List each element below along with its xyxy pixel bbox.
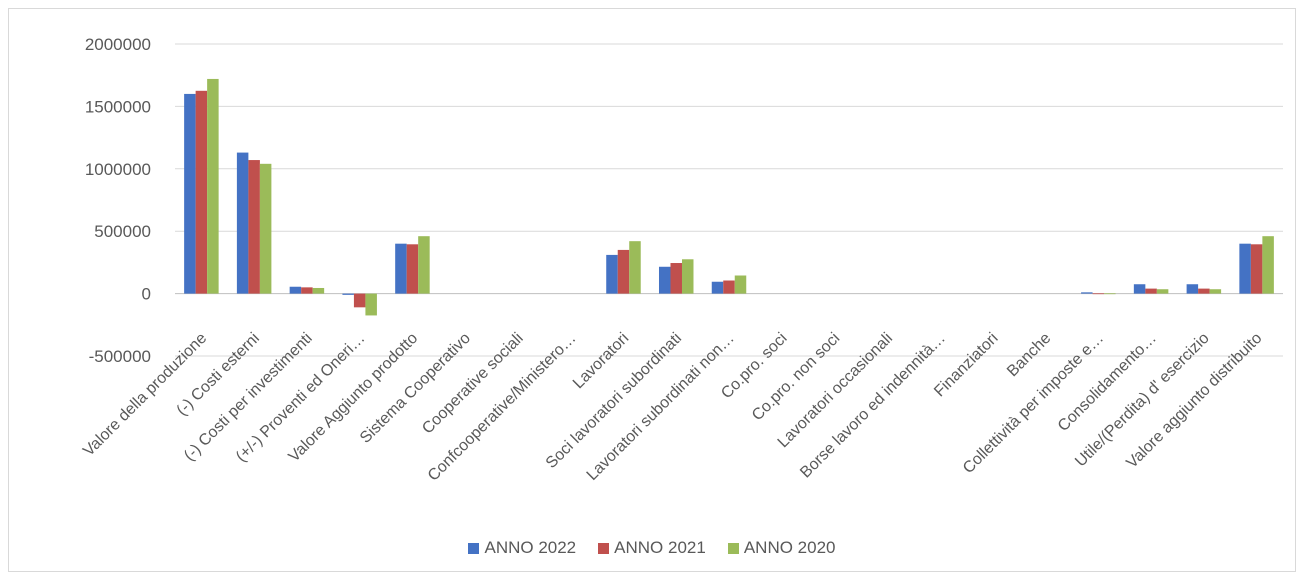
bar [658, 266, 671, 294]
bar [1209, 289, 1222, 294]
bar [365, 293, 377, 316]
bar [312, 287, 325, 294]
chart-area: -500000 0 500000 1000000 1500000 2000000 Valo… [8, 8, 1296, 572]
x-axis-labels: Valore della produzione(-) Costi esterni… [80, 330, 1265, 485]
bar [681, 259, 694, 294]
legend: ANNO 2022 ANNO 2021 ANNO 2020 [0, 538, 1304, 558]
bar [617, 249, 630, 294]
legend-label: ANNO 2022 [484, 538, 577, 557]
x-category-label: Consolidamento… [1055, 330, 1160, 435]
bar [1145, 288, 1157, 294]
bar [734, 275, 747, 294]
legend-item: ANNO 2021 [598, 538, 706, 558]
x-category-label: Cooperative sociali [419, 330, 527, 438]
bar [301, 287, 313, 294]
legend-label: ANNO 2020 [743, 538, 836, 557]
bar [289, 286, 302, 294]
bar [1081, 292, 1093, 294]
x-category-label: Banche [1004, 330, 1054, 380]
bar [395, 243, 407, 294]
gridlines [175, 43, 1283, 357]
y-tick-label: 2000000 [85, 35, 151, 54]
bar [195, 90, 208, 294]
bar [259, 163, 272, 294]
bar [184, 93, 196, 294]
y-tick-label: 0 [142, 285, 151, 304]
bar [1133, 284, 1146, 294]
y-tick-label: 1500000 [85, 97, 151, 116]
legend-swatch [598, 542, 610, 554]
legend-swatch [468, 542, 480, 554]
bar [342, 293, 354, 295]
y-axis-ticks: -500000 0 500000 1000000 1500000 2000000 [85, 35, 151, 366]
bar [248, 160, 260, 294]
bar [1250, 244, 1263, 294]
bar [236, 152, 249, 294]
y-tick-label: 1000000 [85, 160, 151, 179]
bar [723, 280, 735, 294]
legend-swatch [727, 542, 739, 554]
bars [184, 78, 1274, 316]
bar [629, 241, 641, 294]
bar [670, 263, 682, 294]
bar [207, 78, 219, 294]
bar [1104, 293, 1116, 295]
bar [711, 281, 724, 294]
bar [418, 236, 430, 294]
bar [1186, 284, 1199, 294]
y-tick-label: -500000 [89, 347, 151, 366]
bar-chart: -500000 0 500000 1000000 1500000 2000000 Valo… [80, 35, 1283, 485]
bar [406, 244, 419, 294]
bar [353, 293, 366, 308]
bar [1198, 288, 1210, 294]
bar [1262, 236, 1274, 294]
legend-item: ANNO 2022 [468, 538, 576, 558]
bar [606, 254, 618, 294]
y-tick-label: 500000 [94, 222, 151, 241]
legend-item: ANNO 2020 [727, 538, 836, 558]
legend-label: ANNO 2021 [614, 538, 706, 557]
bar [1239, 243, 1251, 294]
bar [1156, 289, 1169, 294]
bar [1092, 293, 1105, 295]
